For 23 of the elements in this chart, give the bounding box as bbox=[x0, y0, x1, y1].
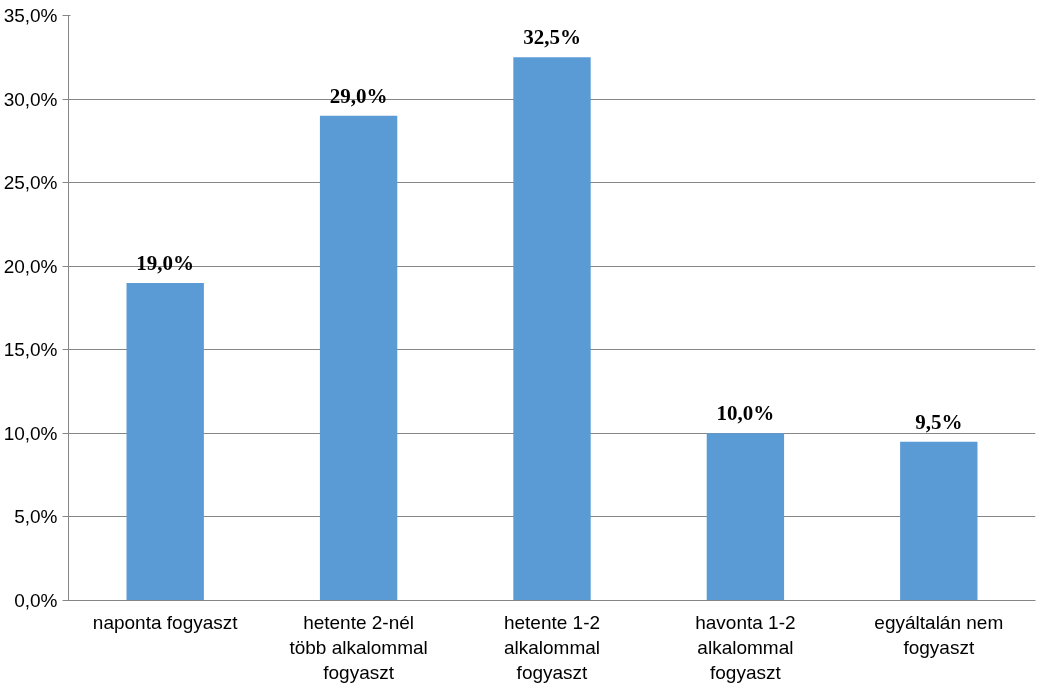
x-tick-label: egyáltalán nem fogyaszt bbox=[874, 611, 1004, 658]
bar bbox=[319, 115, 398, 601]
data-label: 19,0% bbox=[136, 250, 195, 275]
data-label: 29,0% bbox=[329, 83, 388, 108]
x-tick-label: havonta 1-2 alkalommal fogyaszt bbox=[695, 611, 796, 683]
bar bbox=[900, 441, 978, 601]
data-label: 9,5% bbox=[915, 409, 963, 434]
y-tick-label: 35,0% bbox=[3, 5, 58, 26]
y-tick-label: 5,0% bbox=[14, 506, 58, 528]
x-tick-label: hetente 2-nél több alkalommal fogyaszt bbox=[289, 611, 428, 683]
y-tick-label: 0,0% bbox=[14, 590, 58, 611]
data-label: 32,5% bbox=[523, 25, 581, 50]
bar bbox=[126, 282, 204, 601]
y-tick-label: 10,0% bbox=[3, 422, 58, 444]
y-tick-label: 20,0% bbox=[3, 255, 58, 277]
x-tick-label: naponta fogyaszt bbox=[92, 611, 239, 633]
y-tick-label: 15,0% bbox=[3, 339, 58, 361]
y-tick-label: 30,0% bbox=[3, 88, 58, 110]
x-tick-label: hetente 1-2 alkalommal fogyaszt bbox=[503, 611, 601, 683]
bar bbox=[706, 433, 785, 601]
data-label: 10,0% bbox=[716, 401, 775, 426]
bar bbox=[513, 57, 591, 601]
y-tick-label: 25,0% bbox=[3, 172, 58, 194]
